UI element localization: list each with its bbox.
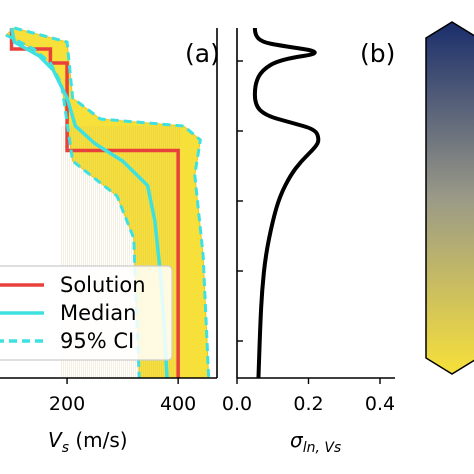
colorbar <box>425 21 474 375</box>
panel-a-x-ticks: 200 400 <box>49 378 196 415</box>
panel-a-x-title: Vs (m/s) <box>48 428 128 456</box>
legend-box <box>0 265 173 361</box>
series-ci-upper-line <box>13 26 211 379</box>
panel-b-label: (b) <box>360 39 395 68</box>
panel-b-x-tick-label: 0.4 <box>365 393 395 415</box>
panel-b-y-ticks <box>237 60 243 342</box>
series-solution-line <box>9 28 180 378</box>
panel-a-x-tick-label: 200 <box>49 393 85 415</box>
legend-label-ci: 95% CI <box>60 329 134 353</box>
panel-a-label: (a) <box>185 39 220 68</box>
panel-b-x-ticks: 0.0 0.2 0.4 <box>222 378 395 415</box>
panel-b-x-title: σln, Vs <box>290 428 341 456</box>
series-sigma-line <box>252 27 321 379</box>
legend-label-median: Median <box>60 301 136 325</box>
panel-b-x-tick-label: 0.2 <box>293 393 323 415</box>
panel-a-plot: 200 400 (a) Solution Median 95% CI Vs (m/… <box>0 26 220 456</box>
panel-b-plot: 0.0 0.2 0.4 (b) σln, Vs <box>222 27 395 456</box>
panel-a-x-tick-label: 400 <box>160 393 196 415</box>
legend: Solution Median 95% CI <box>0 265 173 361</box>
legend-label-solution: Solution <box>60 273 146 297</box>
panel-b-x-tick-label: 0.0 <box>222 393 252 415</box>
panel-b-series <box>252 27 321 379</box>
